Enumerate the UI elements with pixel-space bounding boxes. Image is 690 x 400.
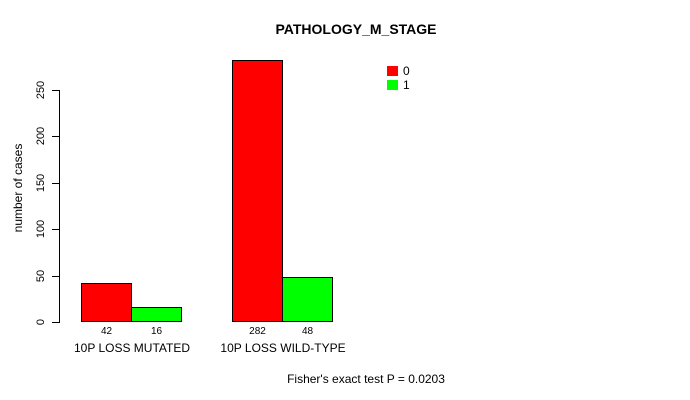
bar-0: [232, 60, 283, 322]
y-tick: [52, 183, 59, 184]
bar-1: [282, 277, 333, 322]
legend-label: 1: [403, 78, 410, 92]
bar-value-label: 16: [150, 326, 163, 337]
bar-1: [131, 307, 182, 322]
legend-item: 0: [387, 64, 410, 78]
y-tick-label: 100: [35, 219, 47, 239]
y-tick-label: 50: [35, 269, 47, 283]
legend-swatch-green: [387, 80, 398, 90]
legend-item: 1: [387, 78, 410, 92]
y-tick-label: 150: [35, 173, 47, 193]
y-tick-label: 0: [35, 318, 47, 326]
category-label: 10P LOSS MUTATED: [73, 341, 191, 355]
bar-value-label: 282: [249, 326, 266, 337]
y-tick: [52, 136, 59, 137]
legend-swatch-red: [387, 66, 398, 76]
y-tick: [52, 322, 59, 323]
y-tick-label: 250: [35, 80, 47, 100]
legend: 0 1: [387, 64, 410, 92]
bar-0: [81, 283, 132, 322]
category-label: 10P LOSS WILD-TYPE: [220, 341, 346, 355]
y-axis-line: [59, 90, 60, 323]
y-tick: [52, 229, 59, 230]
bar-value-label: 42: [100, 326, 113, 337]
y-axis-label: number of cases: [11, 143, 25, 233]
y-tick: [52, 90, 59, 91]
y-tick-label: 200: [35, 126, 47, 146]
fisher-test-annotation: Fisher's exact test P = 0.0203: [287, 372, 445, 386]
bar-value-label: 48: [301, 326, 314, 337]
y-tick: [52, 276, 59, 277]
chart-title: PATHOLOGY_M_STAGE: [275, 21, 437, 37]
legend-label: 0: [403, 64, 410, 78]
